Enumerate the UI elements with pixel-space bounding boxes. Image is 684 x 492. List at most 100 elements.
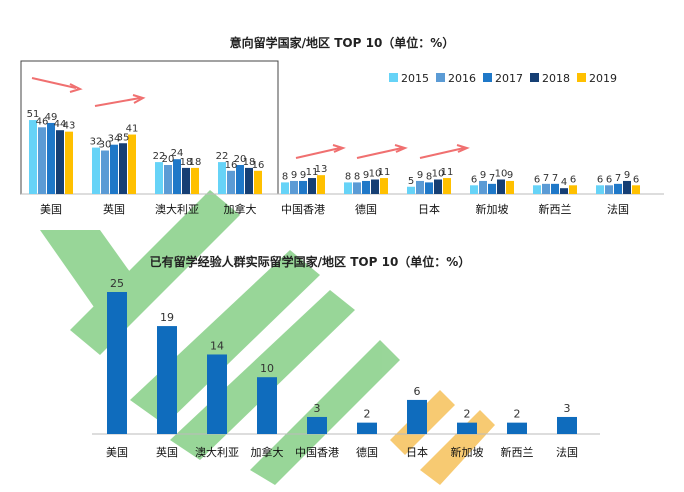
chart1-value-label: 10 — [369, 169, 382, 180]
chart2-category-label: 中国香港 — [295, 446, 339, 459]
chart2-bar — [307, 416, 327, 434]
chart1-bar — [371, 179, 379, 194]
chart2-bar — [207, 354, 227, 434]
chart1-bar — [128, 134, 136, 194]
chart1-legend: 2015 2016 2017 2018 2019 — [389, 72, 617, 85]
chart2-value-label: 10 — [260, 362, 274, 375]
trend-arrow — [295, 147, 341, 159]
chart2-category-label: 德国 — [356, 445, 378, 459]
trend-arrows — [31, 77, 470, 159]
trend-arrow — [356, 147, 403, 159]
chart1-bar — [47, 122, 55, 194]
chart1-value-label: 6 — [471, 174, 477, 185]
chart1-category-label: 德国 — [355, 202, 377, 216]
trend-arrow — [94, 97, 141, 107]
chart2-bar — [507, 422, 527, 434]
chart1-value-label: 22 — [153, 151, 166, 162]
chart1-value-label: 51 — [27, 109, 40, 120]
trend-arrow — [31, 77, 77, 89]
chart1-bar — [92, 147, 100, 194]
chart1-value-label: 5 — [408, 176, 414, 187]
chart1-bar — [605, 185, 613, 194]
legend-swatch — [577, 73, 586, 82]
chart1-bar — [281, 182, 289, 194]
chart1-category-label: 澳大利亚 — [155, 202, 199, 216]
chart1-bar — [614, 183, 622, 194]
chart2-value-label: 3 — [314, 402, 321, 415]
chart1-category-label: 加拿大 — [224, 202, 257, 216]
chart1-bar — [425, 182, 433, 194]
chart1-value-label: 22 — [216, 151, 229, 162]
chart1-bar — [632, 185, 640, 194]
chart1-value-label: 6 — [606, 174, 612, 185]
chart1-value-label: 9 — [507, 170, 513, 181]
chart2-bars — [107, 292, 577, 434]
trend-arrow — [419, 147, 465, 159]
chart1-category-label: 英国 — [103, 202, 125, 216]
chart2-category-label: 日本 — [406, 445, 428, 459]
chart1-bar — [227, 170, 235, 194]
chart1-bar — [164, 165, 172, 194]
chart1-value-label: 6 — [570, 174, 576, 185]
chart1-value-label: 6 — [633, 174, 639, 185]
chart2-value-label: 6 — [414, 385, 421, 398]
chart2-value-label: 25 — [110, 277, 124, 290]
chart1-value-label: 8 — [354, 171, 360, 182]
chart1-bar — [497, 179, 505, 194]
chart1-bar — [317, 175, 325, 194]
chart1-value-label: 18 — [189, 157, 202, 168]
chart1-bar — [173, 159, 181, 194]
chart2-bar — [157, 326, 177, 434]
chart1-bar — [218, 162, 226, 194]
chart1-category-labels: 美国 英国 澳大利亚 加拿大 中国香港 德国 日本 新加坡 新西兰 法国 — [40, 202, 629, 216]
legend-label: 2017 — [495, 72, 523, 85]
chart1-value-label: 6 — [597, 174, 603, 185]
chart1-bar — [182, 167, 190, 194]
chart1-bar — [542, 183, 550, 194]
chart1-bar — [362, 180, 370, 194]
chart1-bars — [29, 120, 640, 194]
chart1-bar — [353, 182, 361, 194]
chart1-value-label: 6 — [534, 174, 540, 185]
chart1-bar — [308, 178, 316, 194]
chart2-value-label: 2 — [464, 408, 471, 421]
chart2-bar — [557, 416, 577, 434]
chart2-value-label: 2 — [514, 408, 521, 421]
chart1-value-label: 7 — [615, 173, 621, 184]
chart1-category-label: 法国 — [607, 202, 629, 216]
chart1-bar — [479, 180, 487, 194]
chart1-category-label: 新加坡 — [476, 202, 509, 216]
chart1-value-label: 18 — [243, 157, 256, 168]
legend-swatch — [389, 73, 398, 82]
chart2-category-label: 英国 — [156, 445, 178, 459]
chart1-bar — [470, 185, 478, 194]
chart1-value-label: 49 — [45, 112, 58, 123]
chart1-value-label: 9 — [624, 170, 630, 181]
chart1-bar — [56, 130, 64, 194]
chart1-bar — [65, 131, 73, 194]
chart1-bar — [623, 180, 631, 194]
chart2-title: 已有留学经验人群实际留学国家/地区 TOP 10（单位：%） — [150, 254, 471, 269]
chart2-bar — [407, 399, 427, 434]
chart1-value-label: 35 — [117, 132, 130, 143]
legend-label: 2019 — [589, 72, 617, 85]
chart1-value-label: 9 — [417, 170, 423, 181]
chart1-value-label: 7 — [543, 173, 549, 184]
chart1-category-label: 美国 — [40, 203, 62, 216]
chart1-value-label: 7 — [552, 173, 558, 184]
chart1-value-label: 7 — [489, 173, 495, 184]
chart2-category-label: 新加坡 — [451, 445, 484, 459]
chart1-value-label: 16 — [252, 160, 265, 171]
chart1-bar — [29, 120, 37, 194]
chart2-bar — [107, 292, 127, 434]
chart1-value-label: 9 — [291, 170, 297, 181]
chart1-bar — [254, 170, 262, 194]
chart1-value-label: 43 — [63, 121, 76, 132]
chart1-value-label: 11 — [441, 167, 454, 178]
chart1-category-label: 新西兰 — [539, 202, 572, 216]
chart1-bar — [434, 179, 442, 194]
chart1-title: 意向留学国家/地区 TOP 10（单位：%） — [230, 35, 455, 50]
chart1-bar — [551, 183, 559, 194]
legend-label: 2016 — [448, 72, 476, 85]
chart2-category-label: 美国 — [106, 446, 128, 459]
